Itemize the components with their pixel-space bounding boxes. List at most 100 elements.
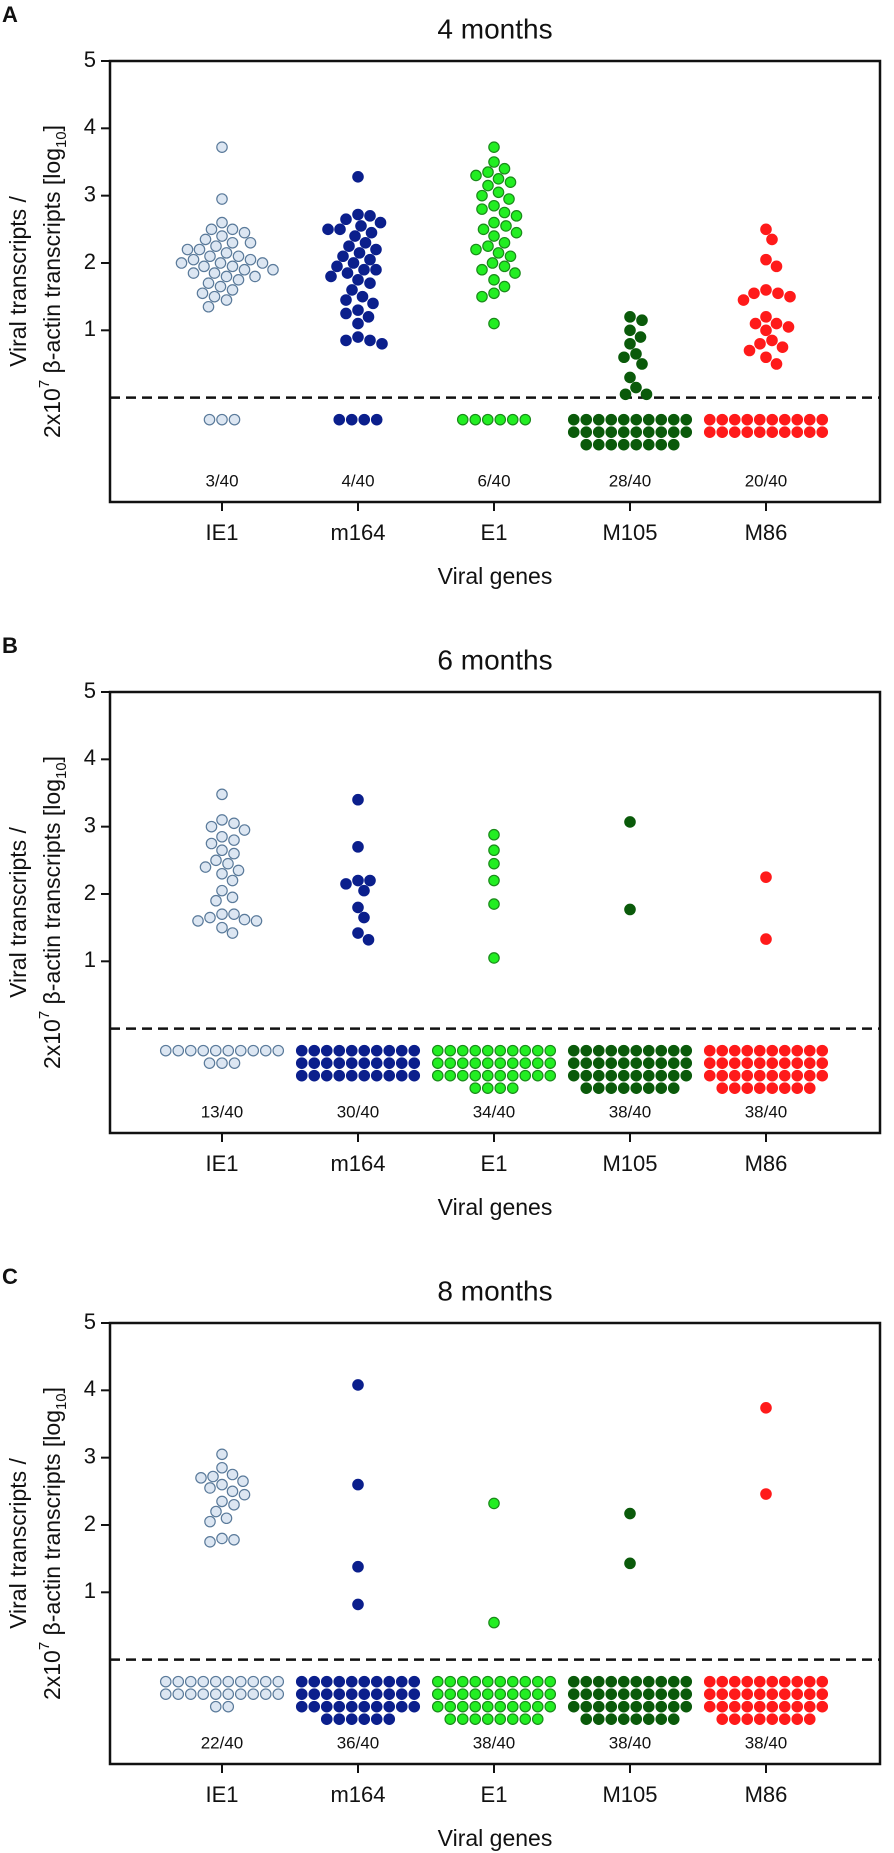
data-point <box>195 1472 207 1484</box>
y-tick-label: 3 <box>84 181 96 206</box>
below-limit-point <box>778 1675 791 1688</box>
below-limit-point <box>395 1069 408 1082</box>
panel-letter: B <box>2 633 18 658</box>
data-point <box>204 250 216 263</box>
below-limit-point <box>456 1044 469 1057</box>
below-limit-point <box>728 1675 741 1688</box>
below-limit-point <box>506 1700 519 1713</box>
data-point <box>267 263 279 276</box>
panel-letter: C <box>2 1264 18 1289</box>
below-limit-point <box>655 1044 668 1057</box>
data-point <box>362 311 375 323</box>
below-limit-point <box>519 1044 532 1057</box>
data-point <box>352 1598 364 1611</box>
data-point <box>743 344 756 357</box>
count-label: 36/40 <box>337 1733 380 1752</box>
below-limit-point <box>216 1057 228 1069</box>
y-tick-label: 1 <box>84 1578 96 1603</box>
y-label-line: 2x107 β-actin transcripts [log10] <box>36 125 70 438</box>
below-limit-point <box>370 1688 383 1700</box>
data-point <box>228 908 240 920</box>
below-limit-point <box>680 413 693 426</box>
y-label-part: ] <box>39 756 65 762</box>
below-limit-point <box>345 1057 358 1069</box>
count-label: 28/40 <box>609 471 652 490</box>
data-point <box>367 297 379 310</box>
below-limit-point <box>481 1700 494 1713</box>
below-limit-point <box>580 1675 593 1688</box>
below-limit-point <box>655 413 668 426</box>
below-limit-point <box>469 1057 482 1069</box>
below-limit-point <box>580 1044 593 1057</box>
below-limit-point <box>778 1069 791 1082</box>
data-point <box>760 253 772 266</box>
panel-letter: A <box>2 2 18 27</box>
y-label-part: 7 <box>36 380 53 388</box>
data-point <box>341 267 354 279</box>
below-limit-point <box>728 1057 741 1069</box>
below-limit-point <box>642 1069 655 1082</box>
below-limit-point <box>753 413 766 426</box>
below-limit-point <box>494 1688 507 1700</box>
y-label-part: β-actin transcripts [log <box>39 779 65 1011</box>
below-limit-point <box>222 1688 235 1700</box>
data-point <box>238 263 251 276</box>
y-label-part: 10 <box>53 131 70 148</box>
data-point <box>216 141 228 153</box>
below-limit-point <box>728 1044 741 1057</box>
below-limit-point <box>295 1688 308 1700</box>
below-limit-point <box>753 1700 766 1713</box>
data-point <box>470 169 482 182</box>
data-point <box>210 854 222 867</box>
data-point <box>238 913 251 926</box>
below-limit-point <box>680 1057 693 1069</box>
below-limit-point <box>172 1675 185 1688</box>
below-limit-point <box>655 438 668 451</box>
below-limit-point <box>655 1713 668 1725</box>
data-point <box>488 857 500 870</box>
below-limit-point <box>592 1082 605 1094</box>
below-limit-point <box>295 1044 308 1057</box>
data-point <box>199 233 212 246</box>
data-point <box>232 274 245 286</box>
below-limit-point <box>728 1082 741 1094</box>
below-limit-point <box>592 1044 605 1057</box>
y-axis-label: Viral transcripts /2x107 β-actin transcr… <box>5 756 70 1069</box>
below-limit-point <box>803 1713 816 1725</box>
plot-frame <box>108 59 882 504</box>
below-limit-point <box>680 1044 693 1057</box>
below-limit-point <box>481 1044 494 1057</box>
data-point <box>488 141 500 153</box>
below-limit-point <box>320 1069 333 1082</box>
below-limit-point <box>494 1713 507 1725</box>
below-limit-point <box>753 1069 766 1082</box>
below-limit-point <box>320 1700 333 1713</box>
data-point <box>760 1488 772 1500</box>
below-limit-point <box>184 1688 197 1700</box>
below-limit-point <box>408 1675 421 1688</box>
data-point <box>488 287 500 300</box>
data-point <box>630 348 642 360</box>
below-limit-point <box>816 426 829 438</box>
below-limit-point <box>358 1675 371 1688</box>
data-point <box>624 1557 636 1570</box>
data-point <box>340 213 352 226</box>
below-limit-point <box>395 1057 408 1069</box>
below-limit-point <box>617 1688 630 1700</box>
below-limit-point <box>816 1675 829 1688</box>
data-point <box>498 206 511 219</box>
y-label-part: 7 <box>36 1642 53 1650</box>
data-point <box>760 1402 772 1414</box>
y-tick-label: 1 <box>84 947 96 972</box>
below-limit-point <box>667 1057 680 1069</box>
below-limit-point <box>358 1688 371 1700</box>
below-limit-point <box>358 413 371 426</box>
below-limit-point <box>481 1675 494 1688</box>
below-limit-point <box>308 1069 321 1082</box>
data-point <box>205 837 218 850</box>
below-limit-point <box>816 1700 829 1713</box>
below-limit-point <box>320 1675 333 1688</box>
below-limit-point <box>617 1082 630 1094</box>
y-tick-label: 2 <box>84 880 96 905</box>
data-point <box>205 223 218 236</box>
